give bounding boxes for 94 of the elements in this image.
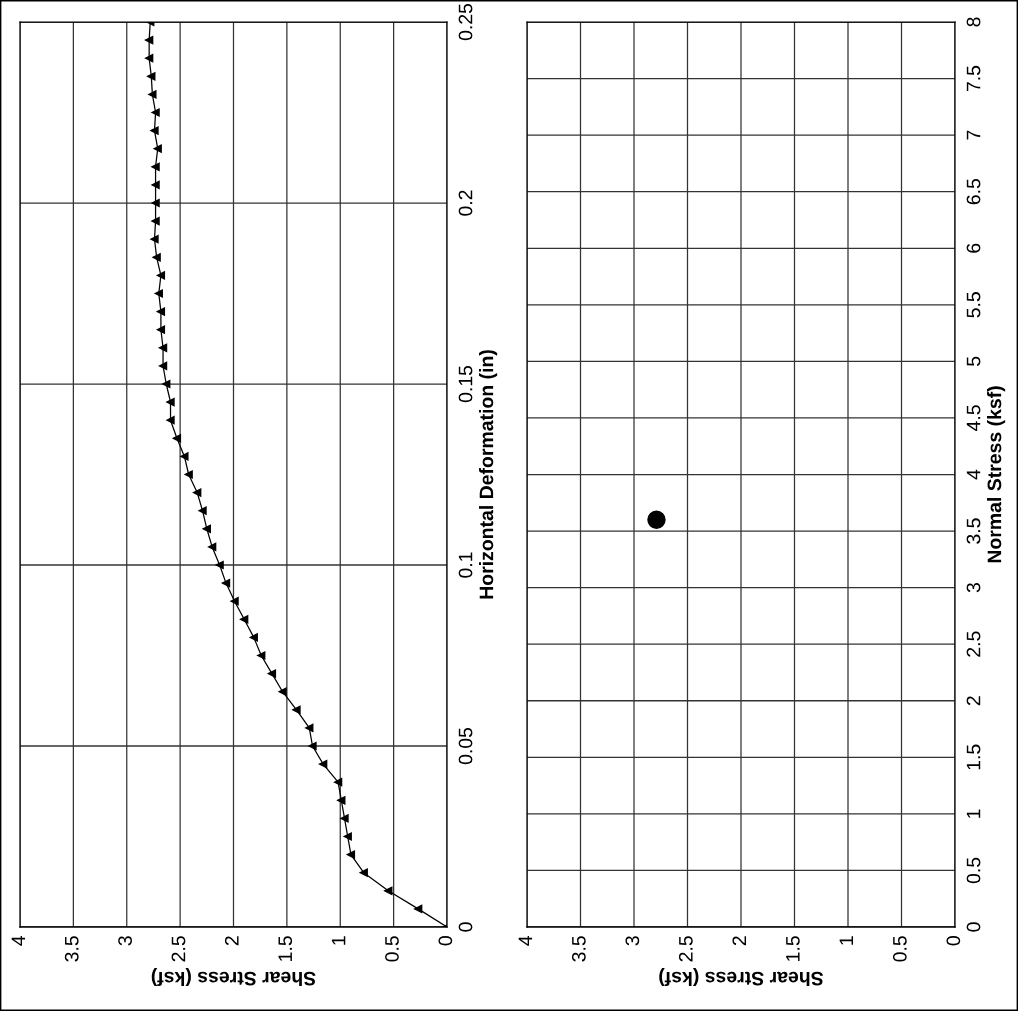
point xyxy=(180,452,189,461)
point xyxy=(156,325,166,334)
x-tick-label: 3.5 xyxy=(571,936,586,962)
point xyxy=(240,615,249,624)
point xyxy=(337,796,346,805)
point xyxy=(267,669,277,678)
y-tick-label: 0.5 xyxy=(966,857,981,884)
y-tick-label: 3.5 xyxy=(966,518,981,544)
x-tick-label: 2 xyxy=(732,936,747,946)
point xyxy=(156,271,166,280)
point xyxy=(151,108,160,117)
y-tick-label: 3 xyxy=(966,583,981,593)
point xyxy=(198,506,207,515)
point xyxy=(162,379,171,389)
point xyxy=(414,904,423,914)
point xyxy=(151,216,160,226)
x-tick-label: 1 xyxy=(839,936,854,945)
x-tick-label: 1.5 xyxy=(786,936,800,961)
x-tick-label: 4 xyxy=(518,935,533,946)
point xyxy=(158,361,168,371)
x-tick-label: 3 xyxy=(118,936,132,946)
y-tick-label: 4.5 xyxy=(966,405,981,431)
point xyxy=(305,723,314,733)
y-tick-label: 8 xyxy=(966,17,981,27)
x-tick-label: 2 xyxy=(224,936,239,946)
point xyxy=(230,597,239,606)
x-axis-title: Shear Stress (ksf) xyxy=(151,967,316,987)
x-tick-label: 3 xyxy=(625,936,640,946)
point xyxy=(278,687,287,696)
y-tick-label: 5.5 xyxy=(966,292,981,318)
point xyxy=(145,35,154,45)
y-axis-title: Horizontal Deformation (in) xyxy=(479,350,498,599)
point xyxy=(153,144,162,153)
point xyxy=(184,470,193,479)
x-tick-label: 0.5 xyxy=(892,936,907,962)
point xyxy=(343,832,352,841)
y-tick-label: 2 xyxy=(966,696,981,706)
point xyxy=(221,578,231,588)
y-tick-label: 4 xyxy=(966,469,981,480)
x-tick-label: 0 xyxy=(946,936,961,946)
point xyxy=(215,560,224,570)
point xyxy=(145,54,154,63)
y-tick-label: 7 xyxy=(966,130,981,140)
point xyxy=(150,235,159,244)
point xyxy=(207,542,217,552)
x-tick-label: 0.5 xyxy=(385,936,399,962)
y-tick-label: 0.1 xyxy=(458,552,473,578)
x-tick-label: 4 xyxy=(11,935,26,946)
point xyxy=(166,397,175,407)
point xyxy=(172,434,182,443)
point xyxy=(151,198,160,208)
point xyxy=(319,759,328,769)
point xyxy=(359,868,368,877)
y-tick-label: 6.5 xyxy=(966,178,981,205)
point xyxy=(151,162,160,171)
y-tick-label: 0 xyxy=(966,922,981,932)
point xyxy=(148,90,157,99)
point xyxy=(193,488,202,497)
point xyxy=(308,741,317,751)
y-tick-label: 1.5 xyxy=(966,744,981,770)
y-tick-label: 0.25 xyxy=(458,3,473,41)
y-tick-label: 0 xyxy=(458,922,473,932)
point xyxy=(249,633,258,642)
point xyxy=(147,72,156,81)
y-tick-label: 0.15 xyxy=(458,365,473,403)
point xyxy=(257,651,266,660)
point xyxy=(202,524,211,533)
x-tick-label: 0 xyxy=(438,936,453,946)
point xyxy=(152,253,161,262)
x-tick-label: 3.5 xyxy=(64,936,79,962)
y-tick-label: 5 xyxy=(966,356,981,366)
point xyxy=(166,416,175,425)
point xyxy=(346,850,356,859)
y-tick-label: 0.2 xyxy=(458,190,473,216)
point xyxy=(150,126,159,135)
x-tick-label: 2.5 xyxy=(171,936,186,962)
point xyxy=(384,886,393,895)
point xyxy=(154,289,163,298)
y-tick-label: 0.05 xyxy=(458,727,473,765)
x-tick-label: 1.5 xyxy=(278,936,293,961)
y-tick-label: 7.5 xyxy=(966,65,981,92)
x-axis-title: Shear Stress (ksf) xyxy=(659,967,824,987)
point xyxy=(151,180,160,190)
point xyxy=(340,814,349,823)
point xyxy=(333,778,343,787)
point xyxy=(156,307,166,316)
point xyxy=(158,343,168,352)
y-tick-label: 2.5 xyxy=(966,631,981,657)
y-tick-label: 6 xyxy=(966,243,981,253)
x-tick-label: 1 xyxy=(331,936,346,945)
point xyxy=(292,705,301,714)
y-axis-title: Normal Stress (ksf) xyxy=(987,386,1006,563)
x-tick-label: 2.5 xyxy=(678,936,693,962)
y-tick-label: 1 xyxy=(966,809,981,818)
